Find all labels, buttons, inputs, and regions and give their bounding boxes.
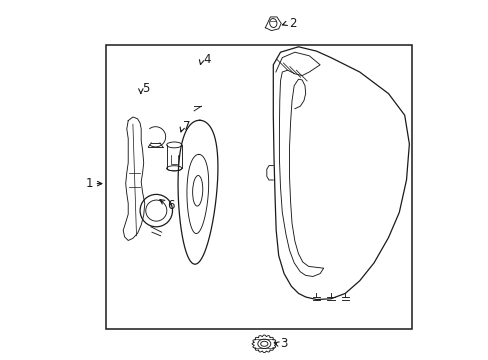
Text: 6: 6: [167, 199, 174, 212]
Text: 5: 5: [142, 82, 149, 95]
Text: 3: 3: [280, 337, 287, 350]
Bar: [106, 45, 411, 329]
Text: 7: 7: [183, 120, 190, 132]
Text: 2: 2: [289, 17, 296, 30]
Text: 4: 4: [203, 53, 210, 66]
Text: 1: 1: [85, 177, 93, 190]
